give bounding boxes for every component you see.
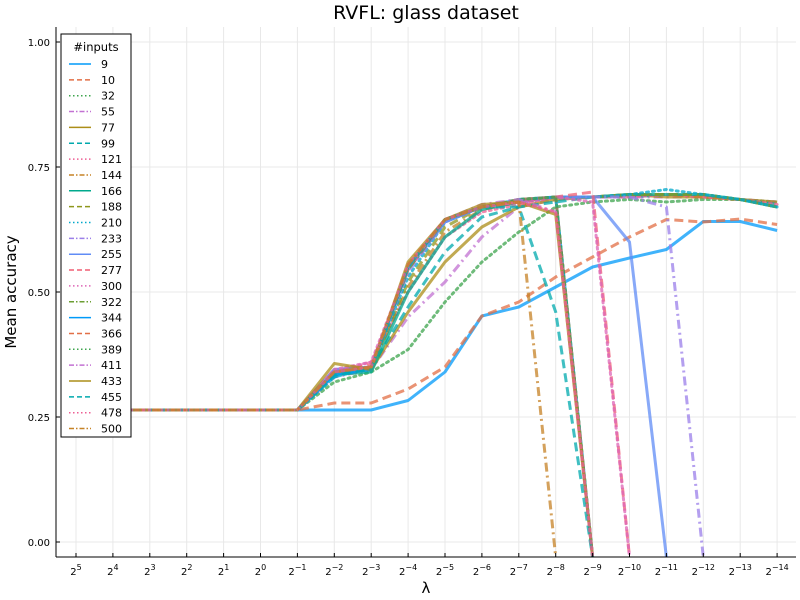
legend-label: 32 <box>101 90 115 103</box>
grid <box>56 27 796 557</box>
x-tick-label: 2−10 <box>618 563 641 578</box>
x-tick-label: 2−7 <box>510 563 528 578</box>
legend-label: 233 <box>101 232 122 245</box>
x-axis-title: λ <box>422 579 431 597</box>
legend-label: 188 <box>101 201 122 214</box>
y-tick-label: 0.75 <box>28 163 50 174</box>
series-line-478 <box>74 200 595 557</box>
x-tick-labels: 25 24 23 22 21 20 2−1 2−2 2−3 2−4 2−5 2−6 2−7 2−8 2−9 2… <box>70 563 788 578</box>
legend-label: 478 <box>101 407 122 420</box>
legend-label: 500 <box>101 423 122 436</box>
legend-label: 277 <box>101 264 122 277</box>
legend-label: 77 <box>101 121 115 134</box>
chart-title: RVFL: glass dataset <box>333 2 519 24</box>
x-tick-label: 2−5 <box>436 563 454 578</box>
x-tick-label: 2−6 <box>473 563 491 578</box>
legend-label: 10 <box>101 74 115 87</box>
x-tick-label: 2−12 <box>692 563 715 578</box>
legend-label: 433 <box>101 375 122 388</box>
x-tick-label: 24 <box>107 563 118 578</box>
legend-label: 366 <box>101 327 122 340</box>
x-tick-label: 2−14 <box>765 563 788 578</box>
legend-label: 300 <box>101 280 122 293</box>
legend-title: #inputs <box>73 40 118 54</box>
y-tick-label: 0.25 <box>28 413 50 424</box>
x-tick-label: 2−4 <box>399 563 417 578</box>
x-tick-label: 20 <box>255 563 266 578</box>
y-tick-label: 1.00 <box>28 38 50 49</box>
legend-label: 344 <box>101 312 122 325</box>
x-tick-label: 2−11 <box>655 563 678 578</box>
x-tick-label: 2−9 <box>584 563 602 578</box>
x-tick-label: 23 <box>144 563 155 578</box>
x-tick-label: 2−3 <box>362 563 380 578</box>
legend-box <box>60 33 132 438</box>
legend-label: 255 <box>101 248 122 261</box>
legend-label: 210 <box>101 217 122 230</box>
x-tick-label: 21 <box>218 563 229 578</box>
x-tick-label: 22 <box>181 563 192 578</box>
legend-label: 455 <box>101 391 122 404</box>
series-line-233 <box>76 195 705 557</box>
legend: #inputs 9 10 32 55 77 99 121 144 166 188 210 233 255… <box>60 33 132 438</box>
legend-label: 411 <box>101 359 122 372</box>
x-tick-label: 2−1 <box>288 563 306 578</box>
x-tick-label: 2−8 <box>547 563 565 578</box>
y-tick-label: 0.50 <box>28 288 50 299</box>
x-tick-label: 25 <box>70 563 81 578</box>
series-line-500 <box>76 200 558 557</box>
y-tick-labels: 0.00 0.25 0.50 0.75 1.00 <box>28 38 50 549</box>
legend-label: 121 <box>101 153 122 166</box>
axes <box>55 27 796 558</box>
legend-label: 55 <box>101 106 115 119</box>
x-tick-label: 2−13 <box>729 563 752 578</box>
x-tick-label: 2−2 <box>325 563 343 578</box>
legend-label: 144 <box>101 169 122 182</box>
legend-label: 389 <box>101 343 122 356</box>
legend-label: 9 <box>101 58 108 71</box>
y-tick-label: 0.00 <box>28 538 50 549</box>
legend-label: 99 <box>101 137 115 150</box>
y-axis-title: Mean accuracy <box>2 235 20 348</box>
legend-label: 322 <box>101 296 122 309</box>
series-group <box>74 188 779 557</box>
legend-label: 166 <box>101 185 122 198</box>
